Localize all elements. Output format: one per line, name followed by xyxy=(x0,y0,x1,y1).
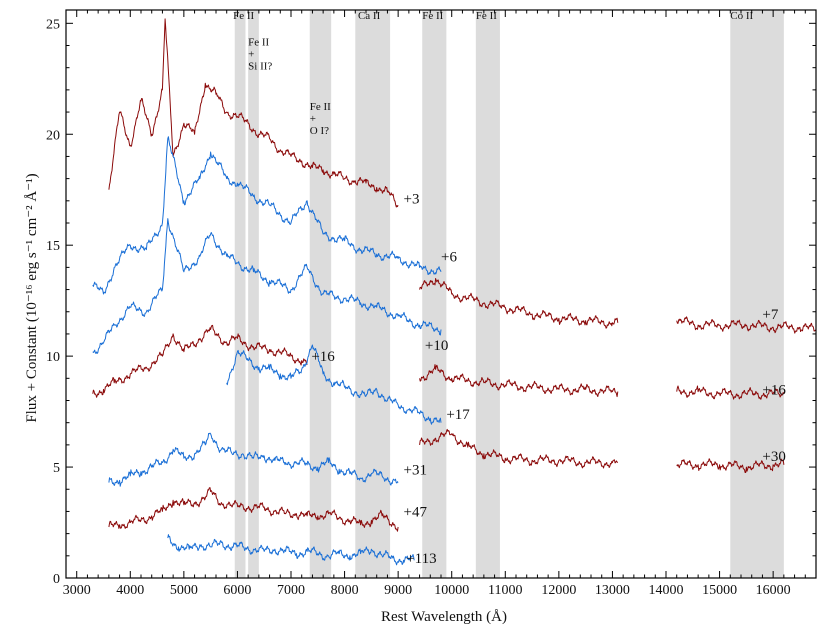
shaded-band-6 xyxy=(730,10,784,578)
x-tick-label-2: 5000 xyxy=(170,583,198,598)
ticks-layer: 3000 4000 5000 6000 7000 8000 9000 10000 11000 12… xyxy=(46,10,817,598)
x-axis-title: Rest Wavelength (Å) xyxy=(381,609,507,625)
spectrum-line-7-part-1 xyxy=(676,458,785,473)
bands-layer xyxy=(234,10,784,578)
spectrum-line-6 xyxy=(226,344,442,425)
y-axis-title: Flux + Constant (10⁻¹⁶ erg s⁻¹ cm⁻² Å⁻¹) xyxy=(24,173,40,422)
spectrum-line-8 xyxy=(108,432,399,487)
epoch-label-8: +31 xyxy=(404,462,427,478)
series-layer xyxy=(92,18,817,566)
spectrum-line-9 xyxy=(108,487,399,532)
x-tick-label-3: 6000 xyxy=(223,583,251,598)
spectrum-line-4 xyxy=(92,324,308,398)
spectrum-line-7-part-0 xyxy=(419,428,619,469)
spectrum-line-0 xyxy=(108,18,399,208)
y-tick-label-0: 0 xyxy=(53,572,60,587)
x-tick-label-13: 16000 xyxy=(756,583,791,598)
band-label-1-2: Si II? xyxy=(248,61,272,73)
y-tick-label-5: 25 xyxy=(46,17,60,32)
band-label-6-0: Co II xyxy=(730,10,753,22)
spectrum-line-3 xyxy=(92,218,442,354)
spectrum-line-5-part-0 xyxy=(419,364,619,398)
x-tick-label-6: 9000 xyxy=(384,583,412,598)
band-label-0-0: Fe II xyxy=(233,10,254,22)
x-tick-label-9: 12000 xyxy=(541,583,576,598)
y-tick-label-2: 10 xyxy=(46,350,60,365)
epoch-label-7: +30 xyxy=(762,449,785,465)
band-label-2-2: O I? xyxy=(310,125,329,137)
spectrum-line-2-part-0 xyxy=(419,278,619,329)
x-tick-label-7: 10000 xyxy=(434,583,469,598)
epoch-label-0: +3 xyxy=(404,192,420,208)
x-tick-label-1: 4000 xyxy=(116,583,144,598)
shaded-band-5 xyxy=(475,10,500,578)
band-label-4-0: Fe II xyxy=(422,10,443,22)
spectrum-line-2-part-1 xyxy=(676,316,817,334)
epoch-label-9: +47 xyxy=(404,504,428,520)
x-tick-label-12: 15000 xyxy=(702,583,737,598)
shaded-band-3 xyxy=(355,10,391,578)
band-label-2-0: Fe II xyxy=(310,101,331,113)
x-tick-label-10: 13000 xyxy=(595,583,630,598)
epoch-label-5: +16 xyxy=(762,382,786,398)
spectrum-line-5-part-1 xyxy=(676,385,785,400)
shaded-band-1 xyxy=(248,10,259,578)
epoch-label-4: +16 xyxy=(311,349,335,365)
band-label-3-0: Ca II xyxy=(358,10,381,22)
band-label-5-0: Fe II xyxy=(476,10,497,22)
y-tick-label-4: 20 xyxy=(46,128,60,143)
epoch-label-3: +10 xyxy=(425,338,448,354)
x-tick-label-0: 3000 xyxy=(63,583,91,598)
band-label-1-1: + xyxy=(248,49,254,61)
shaded-band-2 xyxy=(309,10,332,578)
y-tick-label-3: 15 xyxy=(46,239,60,254)
epoch-label-10: +113 xyxy=(406,551,436,567)
spectrum-line-1 xyxy=(92,136,442,295)
y-tick-label-1: 5 xyxy=(53,461,60,476)
band-label-2-1: + xyxy=(310,113,316,125)
band-label-1-0: Fe II xyxy=(248,37,269,49)
x-tick-label-8: 11000 xyxy=(488,583,522,598)
x-tick-label-5: 8000 xyxy=(331,583,359,598)
shaded-band-0 xyxy=(234,10,246,578)
epoch-label-2: +7 xyxy=(762,307,778,323)
epoch-label-1: +6 xyxy=(441,249,457,265)
spectrum-line-10 xyxy=(167,534,415,566)
epoch-label-6: +17 xyxy=(446,407,470,423)
x-tick-label-4: 7000 xyxy=(277,583,305,598)
x-tick-label-11: 14000 xyxy=(649,583,684,598)
shaded-band-4 xyxy=(422,10,447,578)
